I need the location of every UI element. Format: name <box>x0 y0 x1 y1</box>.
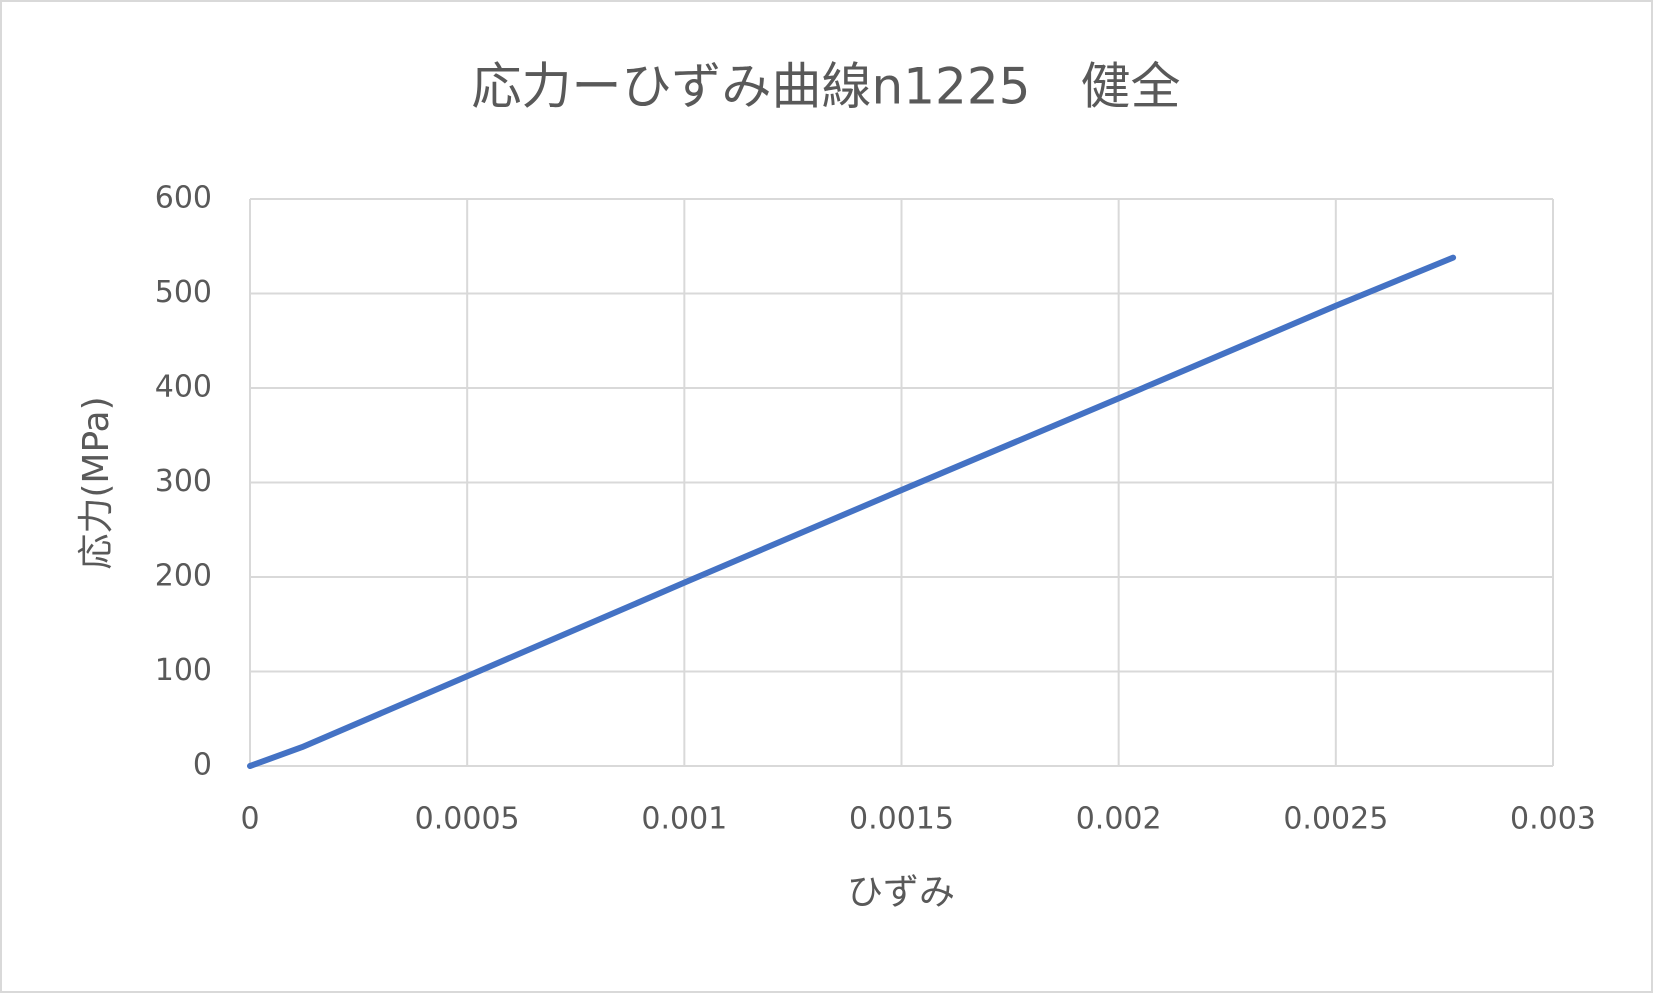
x-tick-label: 0 <box>240 802 259 837</box>
data-line <box>247 254 1457 769</box>
y-tick-label: 100 <box>155 653 212 688</box>
y-tick-label: 300 <box>155 464 212 499</box>
x-axis-title: ひずみ <box>847 872 955 913</box>
x-tick-label: 0.003 <box>1510 802 1596 837</box>
y-axis-title: 応力(MPa) <box>76 396 117 569</box>
x-tick-label: 0.001 <box>641 802 727 837</box>
x-tick-label: 0.002 <box>1076 802 1162 837</box>
y-tick-label: 500 <box>155 275 212 310</box>
x-tick-label: 0.0015 <box>849 802 954 837</box>
y-tick-label: 600 <box>155 181 212 216</box>
y-tick-label: 0 <box>193 748 212 783</box>
x-tick-label: 0.0025 <box>1283 802 1388 837</box>
x-tick-label: 0.0005 <box>415 802 520 837</box>
chart-title: 応力ーひずみ曲線n1225 健全 <box>472 58 1181 116</box>
y-tick-label: 400 <box>155 370 212 405</box>
y-tick-label: 200 <box>155 559 212 594</box>
